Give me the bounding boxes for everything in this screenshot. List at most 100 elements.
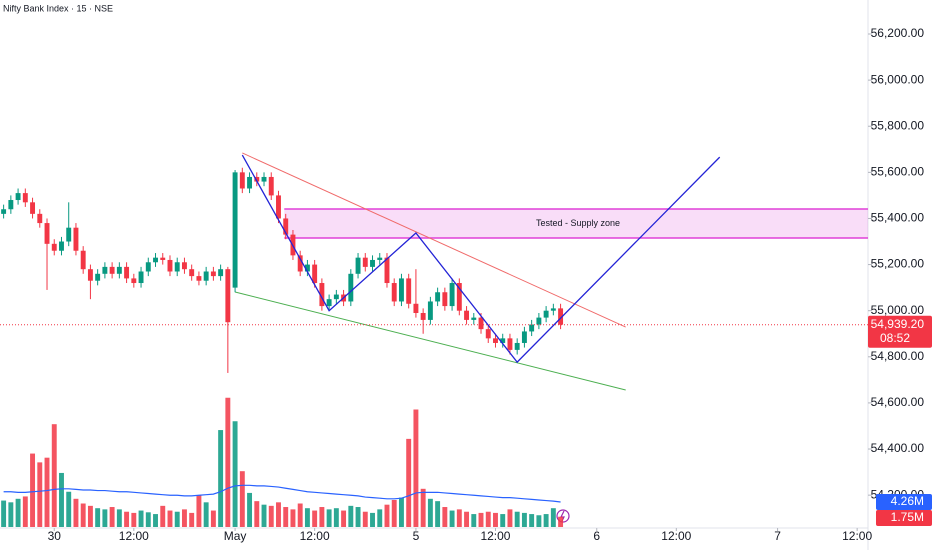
volume-bar <box>160 505 166 527</box>
volume-bar <box>109 507 115 527</box>
candle-body <box>478 317 484 330</box>
volume-bar <box>362 511 368 527</box>
candle-body <box>493 338 498 343</box>
volume-bar <box>131 512 137 527</box>
candle-body <box>218 269 224 277</box>
y-tick-label: 56,000.00 <box>871 72 925 86</box>
volume-bar <box>22 496 28 527</box>
volume-bar <box>435 501 441 527</box>
volume-bar <box>276 502 281 527</box>
y-tick-label: 55,800.00 <box>871 118 925 132</box>
volume-ma-label: 4.26M <box>891 494 924 508</box>
volume-bar <box>196 495 202 527</box>
x-tick-label: 12:00 <box>661 529 691 543</box>
volume-bar <box>30 453 36 527</box>
x-tick-label: May <box>224 529 247 543</box>
volume-bar <box>384 504 390 527</box>
volume-bar <box>102 509 108 527</box>
volume-bar <box>464 511 470 527</box>
volume-bar <box>290 509 296 527</box>
candle-body <box>95 273 101 281</box>
candle-body <box>529 324 535 332</box>
volume-bar <box>1 500 7 527</box>
volume-ma-line <box>3 484 561 503</box>
volume-bar <box>485 511 491 527</box>
volume-bar <box>456 509 462 527</box>
candle-body <box>348 273 354 302</box>
candle-body <box>500 338 506 343</box>
supply-zone-label: Tested - Supply zone <box>536 218 620 228</box>
volume-bar <box>73 498 79 527</box>
candle-body <box>377 257 383 260</box>
candle-body <box>471 317 477 320</box>
last-price-label: 54,939.20 <box>871 317 925 331</box>
volume-bar <box>391 499 397 527</box>
x-tick-label: 7 <box>774 529 781 543</box>
y-tick-label: 55,600.00 <box>871 165 925 179</box>
volume-bar <box>80 503 86 527</box>
volume-bar <box>124 511 130 527</box>
candle-body <box>15 193 21 201</box>
candle-body <box>276 195 281 219</box>
volume-bar <box>167 510 173 527</box>
candle-body <box>362 257 368 267</box>
candle-body <box>247 176 253 189</box>
supply-zone <box>284 209 868 239</box>
volume-bar <box>521 512 527 527</box>
candle-body <box>333 294 339 300</box>
candle-body <box>225 269 231 323</box>
volume-bar <box>413 409 419 527</box>
volume-ma-box <box>876 493 932 510</box>
y-tick-label: 54,600.00 <box>871 395 925 409</box>
candle-body <box>543 310 549 318</box>
candle-body <box>384 257 390 284</box>
candle-body <box>66 227 72 242</box>
volume-bar <box>529 514 535 527</box>
candle-body <box>22 193 28 203</box>
volume-bar <box>37 462 43 527</box>
y-tick-label: 55,000.00 <box>871 303 925 317</box>
candle-body <box>37 213 43 224</box>
volume-bar <box>218 430 224 527</box>
candle-body <box>261 176 267 182</box>
candle-body <box>391 283 397 302</box>
volume-bar <box>348 505 354 527</box>
candle-body <box>80 250 86 270</box>
candle-body <box>167 259 173 272</box>
volume-bar <box>15 498 21 527</box>
volume-bar <box>304 508 310 527</box>
candle-body <box>8 200 14 210</box>
candle-body <box>203 271 209 281</box>
candle-body <box>521 331 527 343</box>
volume-bar <box>232 421 238 527</box>
volume-last-label: 1.75M <box>891 510 924 524</box>
candle-body <box>456 283 462 311</box>
candle-body <box>406 278 412 304</box>
candle-body <box>398 278 404 302</box>
candle-body <box>507 338 513 350</box>
candle-body <box>145 262 151 272</box>
volume-bar <box>319 507 325 527</box>
candle-body <box>268 176 274 196</box>
volume-bar <box>268 505 274 527</box>
volume-bar <box>189 512 195 527</box>
y-tick-label: 55,400.00 <box>871 211 925 225</box>
volume-bar <box>66 491 72 527</box>
volume-bar <box>449 510 455 527</box>
volume-bar <box>59 472 64 527</box>
volume-last-box <box>876 509 932 526</box>
candle-body <box>232 172 238 288</box>
volume-bar <box>427 498 433 527</box>
candle-body <box>297 255 303 272</box>
candle-body <box>116 266 122 274</box>
candle-body <box>181 262 187 270</box>
volume-bar <box>312 510 318 527</box>
candle-body <box>59 241 64 251</box>
x-tick-label: 12:00 <box>300 529 330 543</box>
y-tick-label: 56,200.00 <box>871 26 925 40</box>
volume-bar <box>478 512 484 527</box>
candle-body <box>427 301 433 320</box>
volume-bar <box>370 512 375 527</box>
candle-body <box>485 329 491 339</box>
